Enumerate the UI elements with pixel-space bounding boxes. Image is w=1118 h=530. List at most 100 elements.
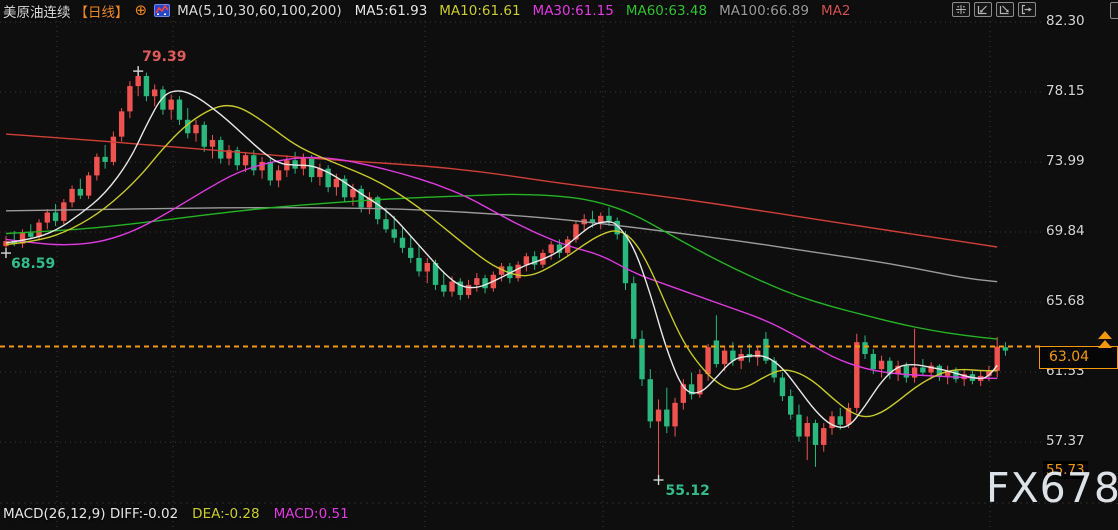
candle-body xyxy=(730,350,736,361)
candle-body xyxy=(267,161,274,181)
candle-body xyxy=(928,365,934,373)
candle-body xyxy=(531,256,538,265)
candle-body xyxy=(284,160,290,171)
clipped-toolbar-icon[interactable] xyxy=(1110,2,1118,19)
macd-diff-label: MACD(26,12,9) DIFF:-0.02 xyxy=(3,506,179,522)
candle-body xyxy=(118,111,125,137)
candle-body xyxy=(771,360,777,378)
candle-body xyxy=(1002,347,1009,351)
ma-line-MA200 xyxy=(5,133,998,248)
candle-body xyxy=(688,384,695,395)
candle-body xyxy=(399,237,406,248)
candle-body xyxy=(449,281,455,292)
ma-value: MA30:61.15 xyxy=(532,2,614,19)
candle-body xyxy=(102,156,108,162)
candle-body xyxy=(61,202,67,221)
candle-body xyxy=(366,197,373,208)
price-marker-label: 68.59 xyxy=(11,256,55,272)
candle-body xyxy=(85,175,92,196)
candle-body xyxy=(920,367,926,373)
candle-body xyxy=(350,188,356,198)
select-region-icon[interactable] xyxy=(974,2,992,17)
candle-body xyxy=(862,342,868,354)
candle-body xyxy=(457,281,463,296)
candle-body xyxy=(845,407,852,425)
candle-body xyxy=(903,365,910,378)
candle-body xyxy=(854,342,860,408)
candle-body xyxy=(11,241,17,244)
candle-body xyxy=(218,140,224,159)
ma-line-MA10 xyxy=(5,104,998,418)
candle-body xyxy=(94,156,100,176)
new-pane-icon[interactable] xyxy=(996,2,1014,17)
candle-body xyxy=(672,402,678,427)
candle-body xyxy=(341,178,348,198)
candle-body xyxy=(168,99,174,110)
macd-value-label: MACD:0.51 xyxy=(273,506,349,522)
candle-body xyxy=(441,284,447,292)
candle-body xyxy=(3,241,9,247)
candle-body xyxy=(193,124,199,134)
candle-body xyxy=(721,350,728,365)
candle-body xyxy=(936,365,943,376)
candle-body xyxy=(234,150,240,166)
candle-body xyxy=(333,178,340,188)
candle-body xyxy=(697,374,703,395)
candle-body xyxy=(664,409,670,427)
chart-toolbar xyxy=(952,2,1036,17)
candle-body xyxy=(961,374,967,380)
candle-body xyxy=(424,262,430,272)
candle-body xyxy=(391,229,397,238)
ma-line-MA30 xyxy=(5,156,998,380)
candle-body xyxy=(209,140,216,147)
candle-body xyxy=(383,219,389,230)
candle-body xyxy=(77,188,84,196)
candle-body xyxy=(474,278,480,285)
chart-style-icon[interactable] xyxy=(154,4,171,17)
crosshair-icon[interactable] xyxy=(952,2,970,17)
ma-line-MA60 xyxy=(5,193,998,340)
candle-body xyxy=(36,222,42,237)
ma-value: MA2 xyxy=(820,2,851,19)
candle-body xyxy=(705,347,711,375)
candle-body xyxy=(763,338,769,361)
candle-body xyxy=(251,155,257,171)
candle-body xyxy=(300,158,307,169)
add-indicator-icon[interactable]: ⊕ xyxy=(134,1,148,19)
candle-body xyxy=(160,89,166,110)
candle-body xyxy=(275,170,282,181)
candle-body xyxy=(52,212,59,221)
candle-body xyxy=(308,158,315,178)
axis-price-marker: 55.73 xyxy=(1043,461,1088,479)
candle-body xyxy=(358,188,364,208)
candle-body xyxy=(598,215,604,223)
ma-line-MA5 xyxy=(5,90,998,429)
candle-body xyxy=(201,124,207,147)
candle-body xyxy=(647,379,653,422)
candle-body xyxy=(408,247,414,258)
candle-body xyxy=(953,370,959,380)
candle-body xyxy=(325,168,331,188)
current-price-value: 63.04 xyxy=(1049,349,1090,365)
candle-body xyxy=(887,360,893,375)
ma-params-label: MA(5,10,30,60,100,200) xyxy=(177,2,342,19)
candle-body xyxy=(110,136,117,162)
candle-body xyxy=(523,256,530,265)
current-price-label: 63.04 xyxy=(1039,346,1118,369)
period-tag[interactable]: 【日线】 xyxy=(74,4,129,21)
expand-right-icon[interactable] xyxy=(1018,2,1036,17)
candle-body xyxy=(498,266,505,275)
candle-body xyxy=(135,75,141,87)
instrument-title: 美原油连续 xyxy=(3,4,71,21)
candle-body xyxy=(185,119,191,134)
candle-body xyxy=(69,188,75,203)
ma-value: MA5:61.93 xyxy=(354,2,428,19)
candle-body xyxy=(812,423,819,445)
candle-body xyxy=(680,384,687,403)
candle-body xyxy=(432,262,439,285)
candle-body xyxy=(911,367,918,378)
candle-body xyxy=(19,232,26,244)
candle-body xyxy=(259,161,265,171)
scroll-to-latest-icon[interactable] xyxy=(1098,331,1112,349)
